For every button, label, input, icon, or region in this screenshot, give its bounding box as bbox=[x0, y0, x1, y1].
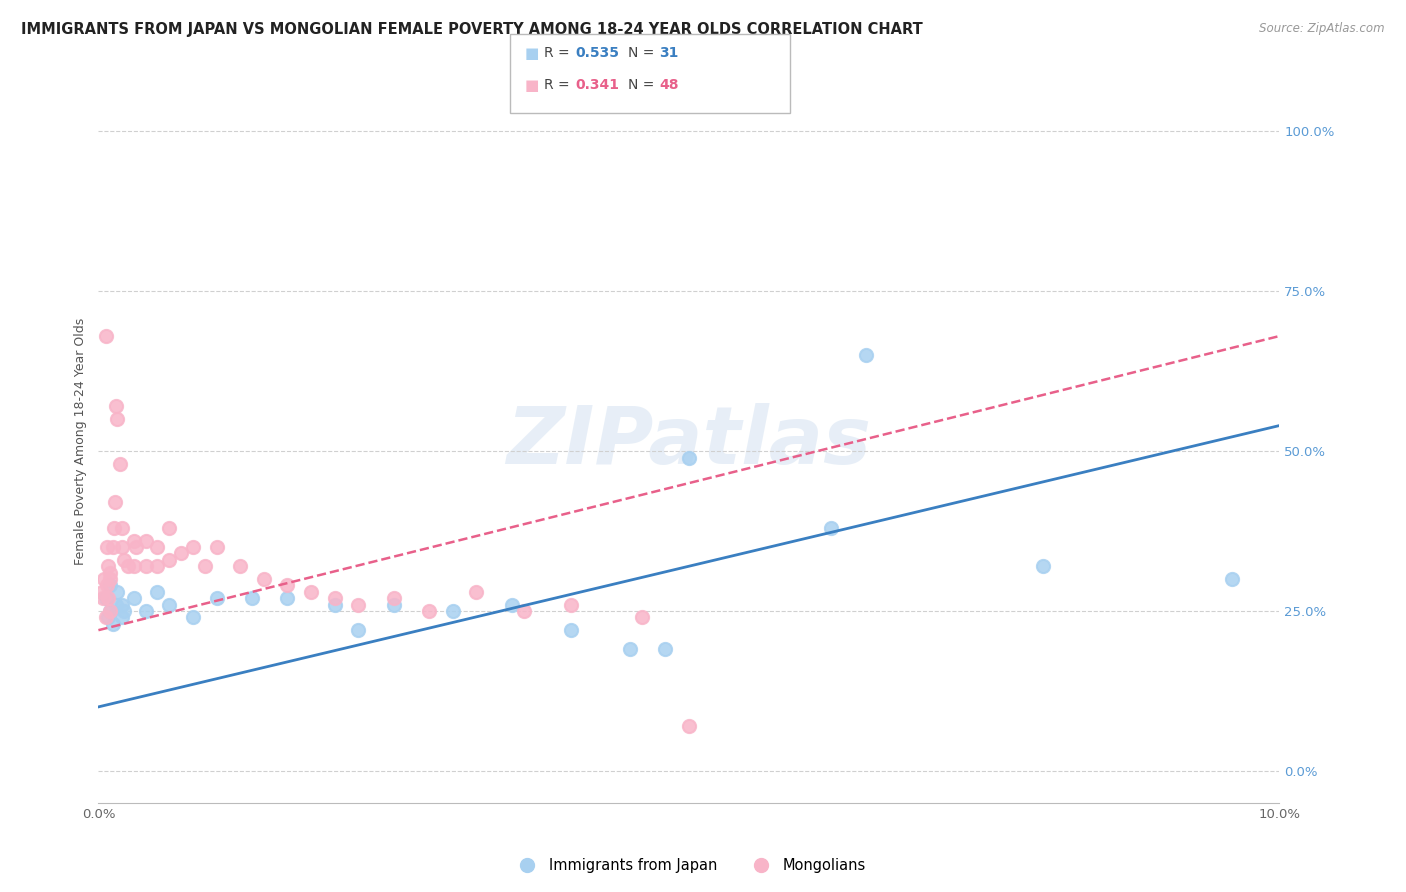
Point bbox=[678, 719, 700, 733]
Point bbox=[820, 521, 842, 535]
Point bbox=[96, 540, 118, 554]
Text: ■: ■ bbox=[524, 78, 538, 94]
Text: Source: ZipAtlas.com: Source: ZipAtlas.com bbox=[1260, 22, 1385, 36]
Point bbox=[98, 578, 121, 592]
Point bbox=[654, 642, 676, 657]
Point bbox=[157, 521, 180, 535]
Point bbox=[382, 598, 405, 612]
Point bbox=[94, 591, 117, 606]
Point bbox=[111, 521, 134, 535]
Point bbox=[157, 553, 180, 567]
Point bbox=[105, 412, 128, 426]
Point bbox=[1032, 559, 1054, 574]
Point bbox=[299, 584, 322, 599]
Point bbox=[146, 540, 169, 554]
Text: IMMIGRANTS FROM JAPAN VS MONGOLIAN FEMALE POVERTY AMONG 18-24 YEAR OLDS CORRELAT: IMMIGRANTS FROM JAPAN VS MONGOLIAN FEMAL… bbox=[21, 22, 922, 37]
Point bbox=[276, 578, 298, 592]
Point bbox=[125, 540, 148, 554]
Point bbox=[111, 540, 134, 554]
Point bbox=[441, 604, 464, 618]
Point bbox=[135, 559, 157, 574]
Point bbox=[91, 584, 114, 599]
Point bbox=[101, 540, 124, 554]
Point bbox=[122, 591, 145, 606]
Point bbox=[619, 642, 641, 657]
Point bbox=[101, 616, 124, 631]
Text: R =: R = bbox=[544, 78, 574, 93]
Point bbox=[347, 623, 370, 637]
Point bbox=[170, 546, 193, 560]
Point bbox=[105, 400, 128, 414]
Point bbox=[229, 559, 252, 574]
Point bbox=[97, 610, 120, 624]
Point bbox=[181, 610, 204, 624]
Point bbox=[465, 584, 488, 599]
Point bbox=[630, 610, 652, 624]
Point bbox=[157, 598, 180, 612]
Point bbox=[678, 450, 700, 465]
Text: 48: 48 bbox=[659, 78, 679, 93]
Point bbox=[194, 559, 217, 574]
Point bbox=[103, 521, 125, 535]
Point bbox=[98, 566, 121, 580]
Point bbox=[512, 604, 534, 618]
Point bbox=[560, 598, 582, 612]
Point bbox=[135, 604, 157, 618]
Point bbox=[560, 623, 582, 637]
Point bbox=[98, 604, 121, 618]
Point bbox=[96, 578, 118, 592]
Text: 0.535: 0.535 bbox=[575, 46, 619, 61]
Point bbox=[205, 591, 228, 606]
Point bbox=[1220, 572, 1243, 586]
Point bbox=[146, 584, 169, 599]
Point bbox=[105, 598, 128, 612]
Text: N =: N = bbox=[628, 78, 659, 93]
Legend: Immigrants from Japan, Mongolians: Immigrants from Japan, Mongolians bbox=[506, 852, 872, 879]
Text: ZIPatlas: ZIPatlas bbox=[506, 402, 872, 481]
Text: R =: R = bbox=[544, 46, 574, 61]
Point bbox=[382, 591, 405, 606]
Point bbox=[205, 540, 228, 554]
Point bbox=[98, 572, 121, 586]
Point bbox=[146, 559, 169, 574]
Text: N =: N = bbox=[628, 46, 659, 61]
Point bbox=[501, 598, 523, 612]
Point bbox=[98, 604, 121, 618]
Point bbox=[93, 572, 115, 586]
Point bbox=[122, 533, 145, 548]
Point bbox=[111, 610, 134, 624]
Point bbox=[347, 598, 370, 612]
Point bbox=[111, 598, 134, 612]
Point bbox=[105, 584, 128, 599]
Point bbox=[135, 533, 157, 548]
Text: 31: 31 bbox=[659, 46, 679, 61]
Point bbox=[104, 495, 127, 509]
Point bbox=[97, 591, 120, 606]
Point bbox=[323, 591, 346, 606]
Point bbox=[240, 591, 263, 606]
Point bbox=[94, 610, 117, 624]
Y-axis label: Female Poverty Among 18-24 Year Olds: Female Poverty Among 18-24 Year Olds bbox=[75, 318, 87, 566]
Point bbox=[117, 559, 139, 574]
Point bbox=[253, 572, 276, 586]
Point bbox=[97, 559, 120, 574]
Point bbox=[276, 591, 298, 606]
Point bbox=[112, 604, 135, 618]
Point bbox=[122, 559, 145, 574]
Point bbox=[91, 591, 114, 606]
Text: ■: ■ bbox=[524, 46, 538, 62]
Point bbox=[418, 604, 440, 618]
Point bbox=[181, 540, 204, 554]
Point bbox=[108, 457, 131, 471]
Point bbox=[112, 553, 135, 567]
Point bbox=[855, 348, 877, 362]
Point bbox=[323, 598, 346, 612]
Point bbox=[94, 329, 117, 343]
Text: 0.341: 0.341 bbox=[575, 78, 619, 93]
